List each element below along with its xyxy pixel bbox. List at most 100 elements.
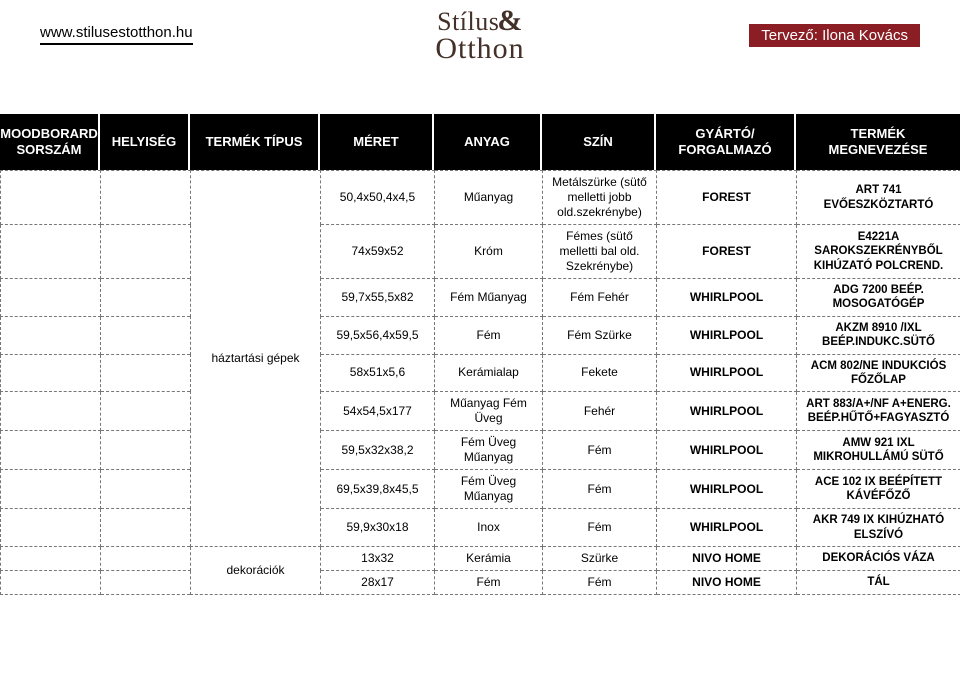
cell-sorszam — [1, 171, 101, 225]
cell-helyiseg — [101, 354, 191, 392]
table-column-headers: MOODBORARD SORSZÁM HELYISÉG TERMÉK TÍPUS… — [0, 114, 960, 170]
cell-gyarto: FOREST — [657, 225, 797, 279]
cell-szin: Fehér — [543, 392, 657, 431]
cell-helyiseg — [101, 316, 191, 354]
cell-meret: 59,9x30x18 — [321, 509, 435, 547]
cell-nev: DEKORÁCIÓS VÁZA — [797, 547, 960, 571]
cell-anyag: Fém Műanyag — [435, 279, 543, 317]
col-header-anyag: ANYAG — [434, 114, 542, 170]
cell-helyiseg — [101, 392, 191, 431]
cell-szin: Szürke — [543, 547, 657, 571]
cell-szin: Fém — [543, 571, 657, 595]
cell-helyiseg — [101, 547, 191, 571]
cell-anyag: Kerámia — [435, 547, 543, 571]
cell-sorszam — [1, 316, 101, 354]
cell-nev: E4221A SAROKSZEKRÉNYBŐL KIHÚZATÓ POLCREN… — [797, 225, 960, 279]
cell-helyiseg — [101, 571, 191, 595]
cell-anyag: Fém Üveg Műanyag — [435, 470, 543, 509]
table-row: 54x54,5x177 Műanyag Fém Üveg Fehér WHIRL… — [1, 392, 960, 431]
cell-anyag: Króm — [435, 225, 543, 279]
table-row: 59,5x32x38,2 Fém Üveg Műanyag Fém WHIRLP… — [1, 431, 960, 470]
table-row: 28x17 Fém Fém NIVO HOME TÁL — [1, 571, 960, 595]
cell-helyiseg — [101, 225, 191, 279]
cell-nev: ACM 802/NE INDUKCIÓS FŐZŐLAP — [797, 354, 960, 392]
cell-gyarto: FOREST — [657, 171, 797, 225]
table-row: 59,9x30x18 Inox Fém WHIRLPOOL AKR 749 IX… — [1, 509, 960, 547]
site-url: www.stilusestotthon.hu — [40, 24, 193, 45]
cell-helyiseg — [101, 509, 191, 547]
cell-anyag: Fém — [435, 316, 543, 354]
cell-szin: Fém — [543, 470, 657, 509]
col-header-meret: MÉRET — [320, 114, 434, 170]
cell-sorszam — [1, 354, 101, 392]
cell-anyag: Műanyag Fém Üveg — [435, 392, 543, 431]
logo-line-2: Otthon — [435, 32, 524, 66]
cell-nev: AKZM 8910 /IXL BEÉP.INDUKC.SÜTŐ — [797, 316, 960, 354]
cell-szin: Fekete — [543, 354, 657, 392]
cell-szin: Fém Fehér — [543, 279, 657, 317]
cell-sorszam — [1, 225, 101, 279]
cell-gyarto: WHIRLPOOL — [657, 316, 797, 354]
cell-szin: Metálszürke (sütő melletti jobb old.szek… — [543, 171, 657, 225]
table-row: 58x51x5,6 Kerámialap Fekete WHIRLPOOL AC… — [1, 354, 960, 392]
cell-meret: 59,5x32x38,2 — [321, 431, 435, 470]
cell-meret: 59,7x55,5x82 — [321, 279, 435, 317]
cell-anyag: Műanyag — [435, 171, 543, 225]
cell-tipus-haztartasi: háztartási gépek — [191, 171, 321, 547]
cell-meret: 54x54,5x177 — [321, 392, 435, 431]
cell-sorszam — [1, 431, 101, 470]
cell-gyarto: WHIRLPOOL — [657, 509, 797, 547]
cell-helyiseg — [101, 171, 191, 225]
cell-gyarto: WHIRLPOOL — [657, 354, 797, 392]
cell-sorszam — [1, 509, 101, 547]
cell-nev: AMW 921 IXL MIKROHULLÁMÚ SÜTŐ — [797, 431, 960, 470]
col-header-tipus: TERMÉK TÍPUS — [190, 114, 320, 170]
table-row: 59,5x56,4x59,5 Fém Fém Szürke WHIRLPOOL … — [1, 316, 960, 354]
col-header-gyarto: GYÁRTÓ/ FORGALMAZÓ — [656, 114, 796, 170]
cell-meret: 50,4x50,4x4,5 — [321, 171, 435, 225]
site-logo: Stílus& Otthon — [435, 4, 524, 66]
col-header-megnevezes: TERMÉK MEGNEVEZÉSE — [796, 114, 960, 170]
cell-meret: 58x51x5,6 — [321, 354, 435, 392]
cell-gyarto: WHIRLPOOL — [657, 431, 797, 470]
cell-sorszam — [1, 279, 101, 317]
table-row: 69,5x39,8x45,5 Fém Üveg Műanyag Fém WHIR… — [1, 470, 960, 509]
cell-szin: Fémes (sütő melletti bal old. Szekrénybe… — [543, 225, 657, 279]
cell-nev: TÁL — [797, 571, 960, 595]
col-header-sorszam: MOODBORARD SORSZÁM — [0, 114, 100, 170]
cell-gyarto: WHIRLPOOL — [657, 279, 797, 317]
cell-anyag: Fém — [435, 571, 543, 595]
cell-tipus-dekoraciok: dekorációk — [191, 547, 321, 595]
cell-helyiseg — [101, 279, 191, 317]
cell-nev: ACE 102 IX BEÉPÍTETT KÁVÉFŐZŐ — [797, 470, 960, 509]
cell-szin: Fém — [543, 431, 657, 470]
cell-meret: 28x17 — [321, 571, 435, 595]
cell-nev: ART 741 EVŐESZKÖZTARTÓ — [797, 171, 960, 225]
cell-gyarto: WHIRLPOOL — [657, 470, 797, 509]
col-header-szin: SZÍN — [542, 114, 656, 170]
cell-szin: Fém Szürke — [543, 316, 657, 354]
cell-meret: 74x59x52 — [321, 225, 435, 279]
cell-anyag: Inox — [435, 509, 543, 547]
cell-szin: Fém — [543, 509, 657, 547]
table-row: dekorációk 13x32 Kerámia Szürke NIVO HOM… — [1, 547, 960, 571]
cell-meret: 69,5x39,8x45,5 — [321, 470, 435, 509]
designer-badge: Tervező: Ilona Kovács — [749, 24, 920, 47]
cell-gyarto: NIVO HOME — [657, 571, 797, 595]
page-header: www.stilusestotthon.hu Stílus& Otthon Te… — [0, 0, 960, 90]
cell-nev: ART 883/A+/NF A+ENERG. BEÉP.HŰTŐ+FAGYASZ… — [797, 392, 960, 431]
cell-helyiseg — [101, 431, 191, 470]
cell-helyiseg — [101, 470, 191, 509]
cell-sorszam — [1, 571, 101, 595]
product-table: háztartási gépek 50,4x50,4x4,5 Műanyag M… — [0, 170, 960, 595]
table-row: 59,7x55,5x82 Fém Műanyag Fém Fehér WHIRL… — [1, 279, 960, 317]
table-row: háztartási gépek 50,4x50,4x4,5 Műanyag M… — [1, 171, 960, 225]
cell-anyag: Fém Üveg Műanyag — [435, 431, 543, 470]
cell-sorszam — [1, 547, 101, 571]
cell-gyarto: NIVO HOME — [657, 547, 797, 571]
cell-anyag: Kerámialap — [435, 354, 543, 392]
cell-nev: ADG 7200 BEÉP. MOSOGATÓGÉP — [797, 279, 960, 317]
cell-sorszam — [1, 470, 101, 509]
col-header-helyiseg: HELYISÉG — [100, 114, 190, 170]
table-row: 74x59x52 Króm Fémes (sütő melletti bal o… — [1, 225, 960, 279]
